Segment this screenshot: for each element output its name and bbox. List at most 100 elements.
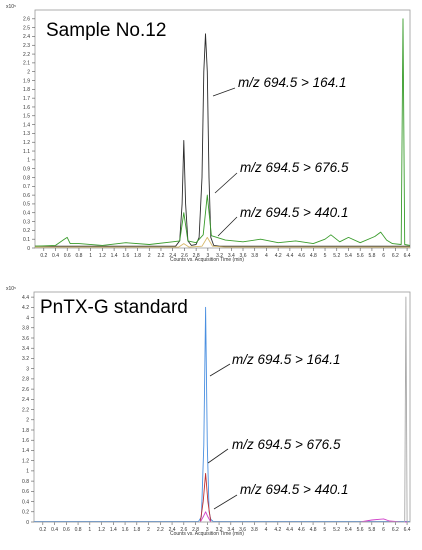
y-tick-label: 3.4 — [22, 346, 29, 352]
x-tick-label: 4 — [265, 253, 268, 259]
y-tick-label: 2.6 — [22, 387, 29, 393]
y-tick-label: 2.6 — [23, 17, 30, 23]
series-line — [34, 306, 410, 522]
y-tick-label: 0 — [26, 520, 29, 526]
x-tick-label: 0.6 — [64, 253, 71, 259]
chart-panel-pntx-g-standard: 0 0.2 0.4 0.6 0.8 1 1.2 1.4 1.6 1.8 2 2.2 2.4 2.6 2.8 3… — [0, 282, 422, 550]
x-tick-label: 4.2 — [275, 253, 282, 259]
chart-title: PnTX-G standard — [40, 297, 188, 318]
x-tick-label: 4.8 — [310, 527, 317, 533]
x-tick-label: 3.6 — [239, 527, 246, 533]
x-tick-label: 5.2 — [333, 253, 340, 259]
y-tick-label: 2.3 — [23, 43, 30, 49]
plot-frame — [33, 291, 411, 523]
y-tick-label: 1.2 — [22, 458, 29, 464]
plot-frame — [34, 9, 411, 249]
y-tick-label: 0.8 — [23, 175, 30, 181]
x-tick-label: 6.4 — [404, 527, 411, 533]
x-tick-label: 4.6 — [298, 253, 305, 259]
series-line — [35, 33, 410, 247]
annotation-leader-line — [214, 172, 238, 194]
x-tick-label: 3.2 — [216, 253, 223, 259]
y-tick-label: 2.2 — [23, 52, 30, 58]
x-tick-label: 5 — [323, 527, 326, 533]
chart-panel-sample-no12: 0 0.1 0.2 0.3 0.4 0.5 0.6 0.7 0.8 0.9 1 1.1 1.2 1.3 1.… — [0, 0, 422, 263]
y-tick-label: 1.9 — [23, 78, 30, 84]
y-tick-label: 4.2 — [22, 305, 29, 311]
x-tick-label: 5.4 — [345, 253, 352, 259]
x-tick-label: 1.4 — [111, 253, 118, 259]
x-tick-label: 4 — [265, 527, 268, 533]
ion-label-676: m/z 694.5 > 676.5 — [232, 437, 341, 452]
x-tick-label: 5.2 — [333, 527, 340, 533]
x-tick-label: 2.6 — [181, 253, 188, 259]
x-tick-label: 0.2 — [39, 527, 46, 533]
x-axis-title: Counts vs. Acquisition Time (min) — [170, 257, 244, 263]
y-tick-label: 2.8 — [22, 377, 29, 383]
y-tick-label: 4 — [26, 315, 29, 321]
x-tick-label: 3.4 — [227, 527, 234, 533]
x-tick-label: 3 — [206, 253, 209, 259]
x-tick-label: 5.6 — [357, 527, 364, 533]
x-tick-label: 0.8 — [75, 253, 82, 259]
y-tick-label: 2 — [26, 418, 29, 424]
x-tick-label: 3.8 — [251, 527, 258, 533]
ion-label-164: m/z 694.5 > 164.1 — [232, 352, 341, 367]
x-tick-label: 4.8 — [310, 253, 317, 259]
y-tick-label: 1.8 — [23, 87, 30, 93]
x-tick-label: 1 — [88, 527, 91, 533]
y-tick-label: 1.5 — [23, 114, 30, 120]
y-tick-label: 0.9 — [23, 166, 30, 172]
y-tick-label: 0.3 — [23, 219, 30, 225]
x-tick-label: 3.8 — [251, 253, 258, 259]
ion-label-676: m/z 694.5 > 676.5 — [240, 160, 349, 175]
x-tick-label: 5.8 — [368, 253, 375, 259]
x-tick-label: 1.8 — [134, 253, 141, 259]
series-line — [34, 511, 410, 523]
y-tick-label: 0.4 — [22, 499, 29, 505]
x-tick-label: 1.4 — [110, 527, 117, 533]
x-tick-label: 5 — [324, 253, 327, 259]
x-tick-label: 0.2 — [40, 253, 47, 259]
chart-svg: 0 0.2 0.4 0.6 0.8 1 1.2 1.4 1.6 1.8 2 2.2 2.4 2.6 2.8 3… — [22, 291, 411, 533]
y-tick-label: 1.7 — [23, 96, 30, 102]
x-tick-label: 4.4 — [286, 527, 293, 533]
y-tick-label: 2.4 — [22, 397, 29, 403]
y-tick-label: 0.2 — [23, 228, 30, 234]
x-tick-label: 2.4 — [169, 527, 176, 533]
x-tick-label: 6 — [382, 253, 385, 259]
x-tick-label: 5.4 — [345, 527, 352, 533]
y-tick-label: 0.7 — [23, 184, 30, 190]
x-tick-label: 3 — [206, 527, 209, 533]
y-tick-label: 1.4 — [22, 448, 29, 454]
series-line — [34, 18, 411, 247]
y-tick-label: 2.1 — [23, 61, 30, 67]
ion-label-440: m/z 694.5 > 440.1 — [240, 205, 349, 220]
series-line — [34, 296, 410, 523]
y-tick-label: 0.2 — [22, 510, 29, 516]
x-tick-label: 6.2 — [392, 253, 399, 259]
x-tick-label: 0.4 — [51, 527, 58, 533]
x-tick-label: 4.6 — [298, 527, 305, 533]
y-tick-label: 3.8 — [22, 326, 29, 332]
chart-title: Sample No.12 — [46, 20, 167, 41]
y-tick-label: 0.4 — [23, 211, 30, 217]
x-tick-label: 0.8 — [75, 527, 82, 533]
y-tick-label: 3 — [26, 366, 29, 372]
y-tick-label: 1.6 — [22, 438, 29, 444]
y-tick-label: 1 — [26, 469, 29, 475]
y-tick-label: 0.8 — [22, 479, 29, 485]
y-tick-label: 1.1 — [23, 149, 30, 155]
y-tick-label: 0.6 — [22, 489, 29, 495]
annotation-leader-line — [207, 448, 229, 464]
series-line — [35, 236, 410, 248]
y-tick-label: 0.5 — [23, 202, 30, 208]
y-tick-label: 2.4 — [23, 34, 30, 40]
x-tick-label: 6.4 — [404, 253, 411, 259]
x-tick-label: 2.8 — [193, 253, 200, 259]
annotation-leader-line — [213, 494, 238, 510]
y-tick-label: 1.2 — [23, 140, 30, 146]
y-tick-label: 2.2 — [22, 407, 29, 413]
annotation-leader-line — [212, 87, 236, 97]
x-tick-label: 1.6 — [122, 253, 129, 259]
